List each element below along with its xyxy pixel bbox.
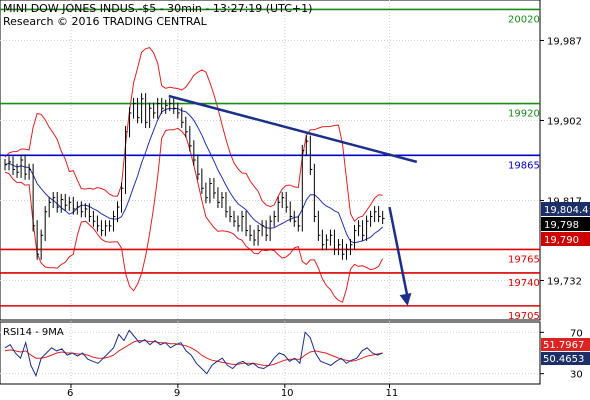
level-label: 19765 bbox=[508, 254, 540, 265]
horizontal-gridlines bbox=[0, 39, 540, 375]
price-tag-box bbox=[541, 202, 590, 216]
projection-arrow-shaft bbox=[388, 206, 409, 299]
resistance-trendline bbox=[168, 94, 418, 164]
rsi-line bbox=[4, 329, 383, 378]
rsi-tick-label: 70 bbox=[570, 328, 583, 339]
trendline-group bbox=[168, 94, 418, 306]
price-tag-box bbox=[541, 217, 590, 231]
rsi-ma-line bbox=[4, 340, 383, 366]
level-label: 20020 bbox=[508, 14, 540, 25]
rsi-value-label: 51.7967 bbox=[543, 340, 584, 351]
price-tag-label: 19,798 bbox=[544, 220, 579, 231]
price-axis: 19,987 19,902 19,817 19,732 70 30 bbox=[540, 36, 583, 381]
rsi-plot-area bbox=[0, 321, 541, 385]
moving-average bbox=[4, 107, 383, 244]
level-label: 19740 bbox=[508, 278, 540, 289]
price-tick-label: 19,987 bbox=[547, 36, 582, 47]
level-label: 19920 bbox=[508, 109, 540, 120]
time-tick-label: 10 bbox=[281, 388, 294, 399]
time-tick-label: 11 bbox=[385, 388, 398, 399]
main-plot-area bbox=[0, 0, 541, 321]
support-resistance-levels: 20020 19920 19865 19765 19740 19705 bbox=[0, 8, 540, 322]
price-tag-box bbox=[541, 232, 590, 246]
projection-arrow-head bbox=[399, 292, 412, 306]
price-tag-label: 19,790 bbox=[544, 235, 579, 246]
chart-title: MINI DOW JONES INDUS.-$5 - 30min - 13:27… bbox=[3, 2, 312, 15]
level-label: 19865 bbox=[508, 160, 540, 171]
level-label: 19705 bbox=[508, 311, 540, 322]
rsi-title: RSI14 - 9MA bbox=[3, 327, 64, 338]
price-tick-label: 19,732 bbox=[547, 276, 582, 287]
rsi-value-box bbox=[541, 338, 590, 351]
vertical-gridlines bbox=[70, 0, 390, 384]
time-tick-label: 9 bbox=[174, 388, 180, 399]
rsi-value-box bbox=[541, 352, 590, 365]
price-bars bbox=[4, 93, 385, 260]
upper-band bbox=[4, 47, 383, 223]
chart-research-credit: Research © 2016 TRADING CENTRAL bbox=[3, 15, 208, 28]
rsi-tick-label: 30 bbox=[570, 370, 583, 381]
time-tick-label: 6 bbox=[67, 388, 73, 399]
price-tags: 19,804.4 19,798 19,790 51.7967 50.4653 bbox=[541, 202, 590, 365]
price-tick-label: 19,817 bbox=[547, 196, 582, 207]
rsi-lines bbox=[4, 329, 383, 378]
price-tick-label: 19,902 bbox=[547, 116, 582, 127]
rsi-value-label: 50.4653 bbox=[543, 354, 584, 365]
price-tag-label: 19,804.4 bbox=[544, 205, 589, 216]
time-axis: 6 9 10 11 bbox=[67, 384, 398, 399]
